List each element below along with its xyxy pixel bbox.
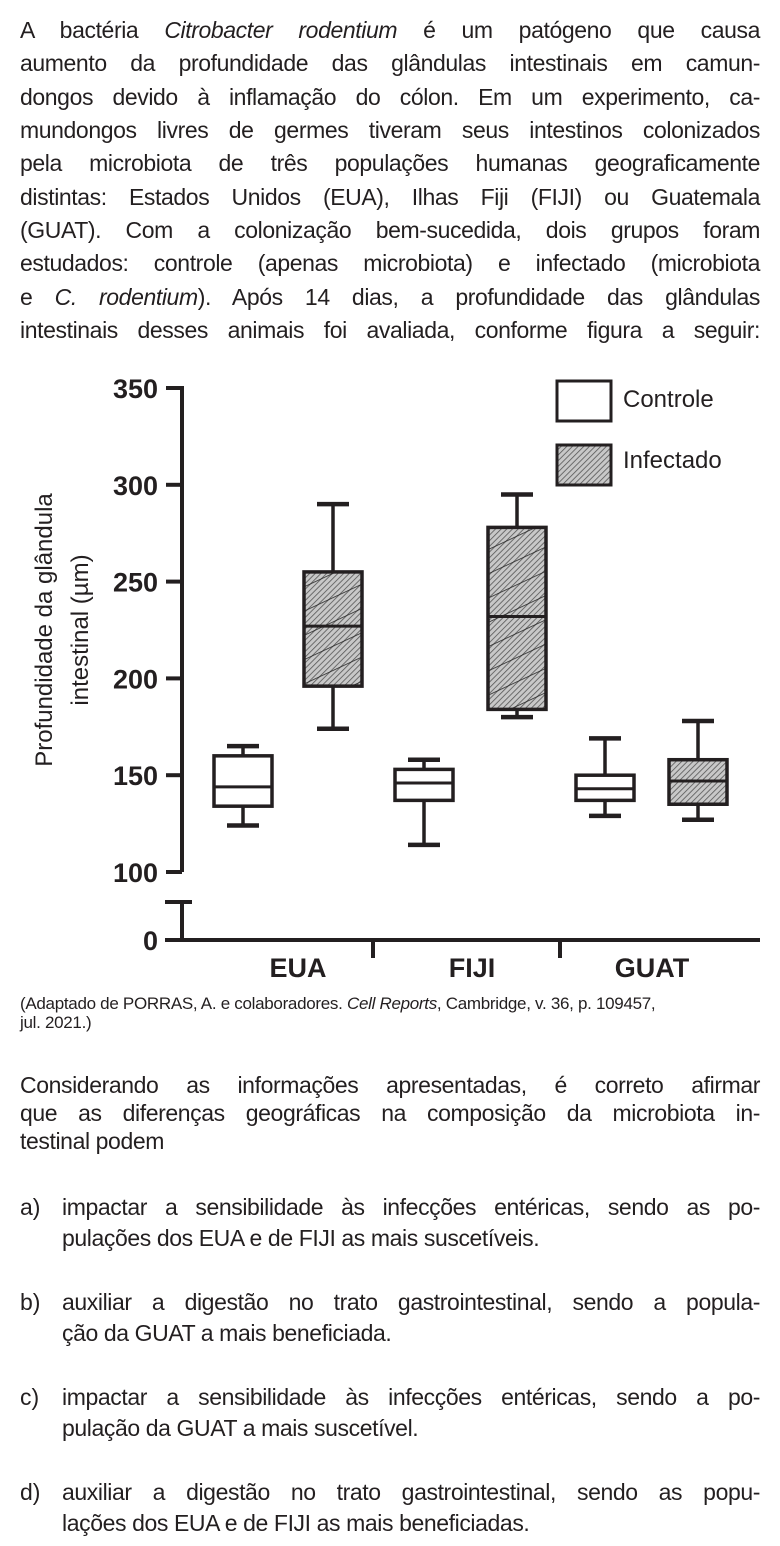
option-letter: a) [20, 1194, 41, 1220]
box-outline [393, 767, 455, 803]
y-tick-label: 0 [143, 926, 158, 956]
source-caption: (Adaptado de PORRAS, A. e colaboradores.… [20, 994, 760, 1014]
y-tick-label: 100 [113, 858, 158, 888]
intro-line: estudados: controle (apenas microbiota) … [20, 250, 760, 276]
option-text: lações dos EUA e de FIJI as mais benefic… [62, 1510, 530, 1536]
intro-line: distintas: Estados Unidos (EUA), Ilhas F… [20, 184, 760, 210]
option-text: impactar a sensibilidade às infecções en… [62, 1384, 760, 1410]
legend-swatch-controle [555, 379, 613, 423]
option-text: pulações dos EUA e de FIJI as mais susce… [62, 1225, 540, 1251]
box-infectado-guat [667, 718, 729, 822]
text: é um patógeno que causa [397, 17, 760, 43]
intro-line: (GUAT). Com a colonização bem-sucedida, … [20, 217, 760, 243]
text: , Cambridge, v. 36, p. 109457, [436, 994, 656, 1013]
text: (Adaptado de PORRAS, A. e colaboradores. [20, 994, 347, 1013]
option-text: impactar a sensibilidade às infecções en… [62, 1194, 760, 1220]
intro-line: mundongos livres de germes tiveram seus … [20, 117, 760, 143]
box-outline [486, 525, 548, 712]
intro-line: aumento da profundidade das glândulas in… [20, 50, 760, 76]
box-controle-guat [574, 736, 636, 819]
box-body [214, 755, 272, 807]
y-axis-label: intestinal (µm) [67, 554, 94, 705]
option-text: auxiliar a digestão no trato gastrointes… [62, 1479, 760, 1505]
axes: 0 100 150 200 250 300 350 [113, 374, 760, 958]
boxes [212, 492, 729, 848]
box-outline [302, 570, 364, 688]
text: A bactéria [20, 17, 165, 43]
y-tick-label: 300 [113, 471, 158, 501]
box-body [395, 769, 453, 801]
option-text: pulação da GUAT a mais suscetível. [62, 1415, 419, 1441]
box-controle-eua [212, 743, 274, 828]
option-letter: d) [20, 1479, 41, 1505]
y-tick-label: 250 [113, 568, 158, 598]
journal-name: Cell Reports [346, 994, 437, 1013]
y-tick-label: 350 [113, 374, 158, 404]
legend: Controle Infectado [555, 379, 722, 487]
intro-line: e C. rodentium). Após 14 dias, a profund… [20, 283, 760, 311]
species-name: Citrobacter rodentium [164, 17, 398, 43]
species-name: C. rodentium [54, 284, 198, 310]
box-outline [212, 754, 274, 808]
box-crosshatch [488, 527, 546, 710]
box-infectado-eua [302, 501, 364, 731]
y-tick-label: 150 [113, 761, 158, 791]
x-tick-label: GUAT [615, 953, 690, 983]
box-infectado-fiji [486, 492, 548, 720]
legend-swatch-infectado [555, 443, 613, 487]
question-line: que as diferenças geográficas na composi… [20, 1100, 760, 1126]
box-crosshatch [304, 571, 362, 687]
legend-label-infectado: Infectado [623, 447, 722, 474]
question-line: testinal podem [20, 1128, 164, 1154]
question-line: Considerando as informações apresentadas… [20, 1072, 760, 1098]
legend-label-controle: Controle [623, 386, 714, 413]
y-tick-label: 200 [113, 664, 158, 694]
option-text: ção da GUAT a mais beneficiada. [62, 1320, 392, 1346]
box-controle-fiji [393, 757, 455, 848]
option-letter: b) [20, 1289, 41, 1315]
x-tick-label: EUA [269, 953, 326, 983]
text: ). Após 14 dias, a profundidade das glân… [197, 284, 761, 310]
text: e [20, 284, 55, 310]
intro-line: A bactéria Citrobacter rodentium é um pa… [20, 16, 760, 44]
source-caption-line2: jul. 2021.) [20, 1013, 92, 1032]
x-tick-label: FIJI [449, 953, 496, 983]
intro-line: dongos devido à inflamação do cólon. Em … [20, 84, 760, 110]
intro-line: pela microbiota de três populações human… [20, 150, 760, 176]
y-axis-label: Profundidade da glândula [31, 493, 58, 767]
option-letter: c) [20, 1384, 40, 1410]
intro-line: intestinais desses animais foi avaliada,… [20, 317, 760, 343]
option-text: auxiliar a digestão no trato gastrointes… [62, 1289, 760, 1315]
